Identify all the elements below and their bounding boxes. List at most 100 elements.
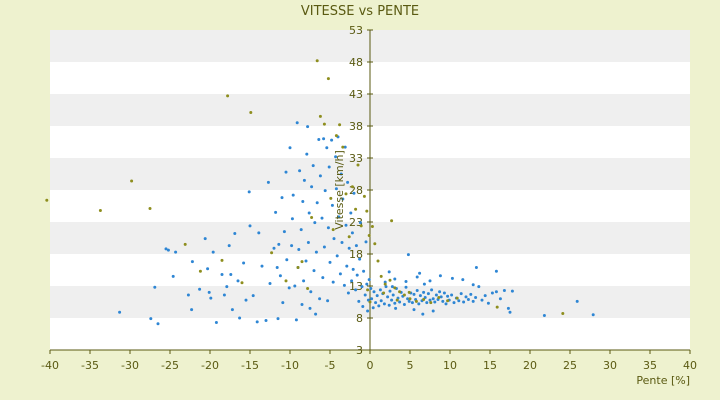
data-point-blue [282, 230, 286, 234]
data-point-blue [542, 313, 546, 317]
data-point-olive [379, 274, 383, 278]
data-point-blue [450, 293, 454, 297]
data-point-blue [325, 146, 329, 150]
data-point-blue [166, 248, 170, 252]
data-point-blue [330, 138, 334, 142]
data-point-olive [368, 300, 372, 304]
x-tick-label: -25 [161, 359, 179, 372]
data-point-blue [364, 240, 368, 244]
data-point-blue [307, 211, 311, 215]
x-tick-label: 5 [407, 359, 414, 372]
data-point-olive [382, 291, 386, 295]
data-point-blue [412, 292, 416, 296]
data-point-blue [291, 193, 295, 197]
data-point-blue [361, 304, 365, 308]
data-point-olive [561, 312, 565, 316]
data-point-blue [471, 283, 475, 287]
data-point-blue [341, 197, 345, 201]
data-point-blue [277, 242, 281, 246]
data-point-blue [494, 290, 498, 294]
data-point-blue [118, 310, 122, 314]
data-point-blue [322, 245, 326, 249]
data-point-olive [240, 281, 244, 285]
data-point-olive [270, 251, 274, 255]
data-point-blue [490, 291, 494, 295]
data-point-blue [388, 289, 392, 293]
y-axis-label: Vitesse [km/h] [333, 150, 346, 230]
data-point-olive [414, 299, 418, 303]
data-point-blue [260, 264, 264, 268]
data-point-olive [383, 282, 387, 286]
data-point-blue [477, 285, 481, 289]
data-point-blue [369, 287, 373, 291]
data-point-olive [45, 198, 49, 202]
data-point-blue [474, 296, 478, 300]
data-point-blue [367, 278, 371, 282]
data-point-blue [244, 298, 248, 302]
y-tick-label: 48 [349, 56, 363, 69]
data-point-olive [376, 259, 380, 263]
x-axis-label: Pente [%] [636, 374, 690, 387]
data-point-blue [251, 294, 255, 298]
data-points [45, 59, 595, 326]
data-point-blue [257, 231, 261, 235]
x-tick-label: 10 [443, 359, 457, 372]
x-tick-label: -40 [41, 359, 59, 372]
data-point-blue [314, 312, 318, 316]
data-point-blue [407, 299, 411, 303]
data-point-blue [428, 279, 432, 283]
data-point-blue [153, 285, 157, 289]
data-point-blue [276, 317, 280, 321]
x-tick-label: 20 [523, 359, 537, 372]
data-point-blue [433, 300, 437, 304]
data-point-blue [290, 217, 294, 221]
data-point-blue [331, 280, 335, 284]
data-point-blue [347, 246, 351, 250]
data-point-blue [238, 316, 242, 320]
data-point-blue [377, 304, 381, 308]
data-point-blue [326, 226, 330, 230]
data-point-blue [288, 146, 292, 150]
data-point-blue [335, 254, 339, 258]
data-point-blue [461, 278, 465, 282]
data-point-blue [410, 301, 414, 305]
data-point-blue [230, 308, 234, 312]
data-point-blue [404, 280, 408, 284]
data-point-blue [247, 190, 251, 194]
data-point-blue [295, 121, 299, 125]
data-point-blue [345, 264, 349, 268]
data-point-olive [429, 301, 433, 305]
data-point-olive [398, 290, 402, 294]
data-point-blue [305, 152, 309, 156]
data-point-blue [278, 274, 282, 278]
data-point-blue [190, 260, 194, 264]
chart-title: VITESSE vs PENTE [301, 4, 419, 19]
data-point-olive [98, 208, 102, 212]
data-point-blue [312, 269, 316, 273]
data-point-blue [406, 253, 410, 257]
data-point-olive [338, 123, 342, 127]
data-point-olive [310, 216, 314, 220]
data-point-blue [344, 223, 348, 227]
x-tick-label: 25 [563, 359, 577, 372]
y-tick-label: 8 [356, 312, 363, 325]
data-point-blue [469, 292, 473, 296]
data-point-blue [301, 200, 305, 204]
data-point-olive [359, 224, 363, 228]
data-point-blue [297, 248, 301, 252]
data-point-blue [255, 320, 259, 324]
data-point-olive [356, 163, 360, 167]
data-point-blue [351, 267, 355, 271]
data-point-blue [575, 299, 579, 303]
data-point-olive [341, 145, 345, 149]
data-point-blue [314, 250, 318, 254]
x-tick-label: 40 [683, 359, 697, 372]
data-point-olive [422, 297, 426, 301]
data-point-olive [300, 260, 304, 264]
data-point-blue [434, 293, 438, 297]
data-point-olive [366, 288, 370, 292]
data-point-olive [322, 122, 326, 126]
data-point-blue [431, 297, 435, 301]
data-point-blue [293, 284, 297, 288]
data-point-blue [441, 299, 445, 303]
